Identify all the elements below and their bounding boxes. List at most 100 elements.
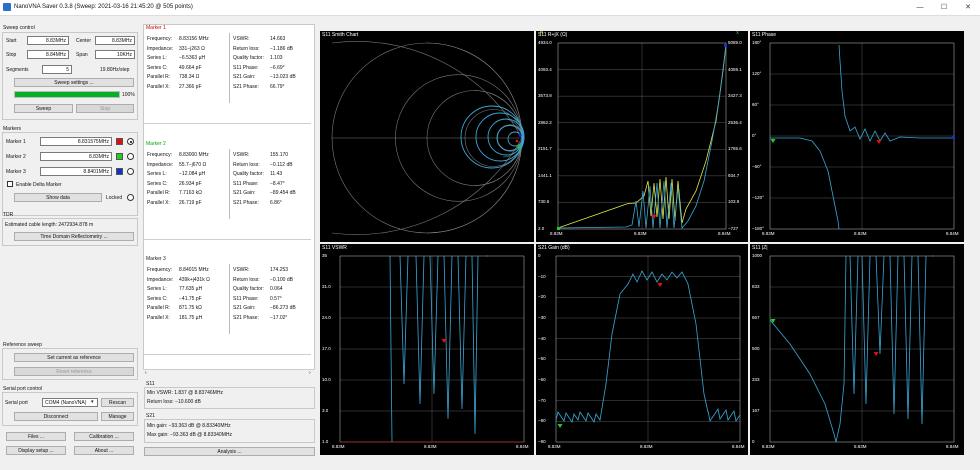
files-button[interactable]: Files ... <box>6 432 66 441</box>
x-axis-tick-label: 8.83M <box>424 444 437 449</box>
control-panel: Sweep control Start 8.83MHz Center 8.83M… <box>0 16 142 470</box>
smith-chart-title: S11 Smith Chart <box>322 32 359 38</box>
marker3-radio[interactable] <box>127 168 134 175</box>
marker-field-value: −6.69° <box>270 64 285 71</box>
marker-data-divider <box>229 149 230 219</box>
start-label: Start <box>6 38 17 44</box>
vswr-marker1 <box>441 339 447 343</box>
marker1-frequency-input[interactable]: 8.831575MHz <box>40 137 112 146</box>
marker-field-label: Series L: <box>147 55 167 61</box>
horizontal-scrollbar[interactable]: ‹ › <box>143 369 315 376</box>
manage-button[interactable]: Manage <box>101 412 134 421</box>
smith-marker1 <box>515 139 519 143</box>
marker1-color-swatch[interactable] <box>116 138 123 145</box>
marker3-frequency-input[interactable]: 8.8401MHz <box>40 167 112 176</box>
sweep-button[interactable]: Sweep <box>14 104 73 113</box>
vswr-plot-canvas <box>339 255 525 443</box>
marker2-frequency-input[interactable]: 8.83MHz <box>40 152 112 161</box>
marker-field-value: 8.84015 MHz <box>179 267 209 273</box>
delta-marker-checkbox[interactable] <box>7 181 13 187</box>
marker-field-value: 8.83000 MHz <box>179 152 209 158</box>
y-axis-tick-label: −50 <box>538 356 546 362</box>
y-axis-tick-label: −20 <box>538 294 546 300</box>
max-gain-readout: Max gain: −93.363 dB @ 8.83340MHz <box>147 432 232 438</box>
analysis-button[interactable]: Analysis ... <box>144 447 315 456</box>
marker-field-value: 7.7163 kΩ <box>179 190 202 196</box>
s21-gain-plot[interactable]: S21 Gain (dB) 0 −10 −20 −30 −40 −50 −60 −70 −80 −… <box>536 244 748 455</box>
marker-field-label: S21 Phase: <box>233 314 259 321</box>
y-axis-tick-label: −30 <box>538 315 546 320</box>
y-axis-tick-label: 10.0 <box>322 377 331 382</box>
sweep-control-title: Sweep control <box>3 25 35 31</box>
marker-field-label: VSWR: <box>233 152 250 158</box>
marker-field-label: Parallel X: <box>147 314 170 321</box>
marker-field-value: 174.253 <box>270 267 289 273</box>
marker-field-label: Frequency: <box>147 152 173 158</box>
window-title: NanoVNA Saver 0.3.8 (Sweep: 2021-03-16 2… <box>14 4 193 10</box>
phase-plot-canvas <box>769 42 955 230</box>
span-input[interactable]: 10KHz <box>95 50 135 59</box>
set-reference-button[interactable]: Set current as reference <box>14 353 134 362</box>
x-axis-tick-label: 8.83M <box>332 444 345 449</box>
marker2-color-swatch[interactable] <box>116 153 123 160</box>
y-axis-tick-label: 120° <box>752 71 762 76</box>
center-label: Center <box>76 38 92 44</box>
s11-z-plot[interactable]: S11 |Z| 1000 833 667 500 333 167 0 8.83M 8.83M 8.… <box>750 244 964 455</box>
display-setup-button[interactable]: Display setup ... <box>6 446 66 455</box>
marker-field-label: Impedance: <box>147 276 174 283</box>
stop-input[interactable]: 8.84MHz <box>27 50 69 59</box>
disconnect-button[interactable]: Disconnect <box>14 412 98 421</box>
reset-reference-button[interactable]: Reset reference <box>14 367 134 376</box>
y-axis-tick-label: 167 <box>752 408 760 413</box>
s11-vswr-plot[interactable]: S11 VSWR 35 31.0 24.0 17.0 10.0 3.0 1.0 8.83M 8.… <box>320 244 534 455</box>
marker3-color-swatch[interactable] <box>116 168 123 175</box>
y-axis-tick-label: 180° <box>752 40 762 45</box>
marker-field-value: 0.064 <box>270 286 283 292</box>
s11-phase-plot[interactable]: S11 Phase 180° 120° 60° 0° −60° −120° −180° 8.8… <box>750 31 964 242</box>
y-axis-tick-label: 2151.7 <box>538 146 552 152</box>
show-data-button[interactable]: Show data <box>14 193 102 202</box>
stop-button[interactable]: Stop <box>76 104 134 113</box>
marker1-radio[interactable] <box>127 138 134 145</box>
maximize-button[interactable]: ☐ <box>940 4 948 11</box>
s11-summary-title: S11 <box>146 381 155 387</box>
smith-chart[interactable]: S11 Smith Chart <box>320 31 534 242</box>
scroll-right-icon: › <box>309 370 311 376</box>
y-axis-tick-label: −180° <box>752 226 764 231</box>
x-axis-tick-label: 8.83M <box>550 231 563 236</box>
locked-radio[interactable] <box>127 194 134 201</box>
sweep-progress-text: 100% <box>122 92 135 98</box>
s11-rx-plot[interactable]: S11 R+jX (Ω) R X 4934.0 4093.4 3573.8 2862.… <box>536 30 748 242</box>
close-button[interactable]: ✕ <box>965 4 971 11</box>
center-input[interactable]: 8.83MHz <box>95 36 135 45</box>
rx-legend-r: R <box>540 30 544 35</box>
marker2-radio[interactable] <box>127 153 134 160</box>
start-input[interactable]: 8.83MHz <box>27 36 69 45</box>
x-axis-tick-label: 8.83M <box>854 444 867 449</box>
locked-label: Locked <box>106 195 123 201</box>
phase-trace <box>770 44 954 230</box>
marker-field-label: Frequency: <box>147 36 173 42</box>
marker-field-value: 14.663 <box>270 36 286 42</box>
segments-input[interactable]: 5 <box>42 65 72 74</box>
reference-title: Reference sweep <box>3 342 42 348</box>
x-axis-tick-label: 8.84M <box>516 444 529 449</box>
about-button[interactable]: About ... <box>74 446 134 455</box>
cable-length-readout: Estimated cable length: 2472934.878 m <box>5 222 94 228</box>
rx-marker3 <box>724 44 727 47</box>
marker-field-value: −13.023 dB <box>270 74 296 80</box>
sweep-settings-button[interactable]: Sweep settings ... <box>14 78 134 87</box>
marker-field-value: 66.79° <box>270 83 285 90</box>
marker-field-value: −0.112 dB <box>270 161 293 168</box>
x-axis-tick-label: 8.84M <box>732 444 745 449</box>
minimize-button[interactable]: — <box>916 4 924 11</box>
calibration-button[interactable]: Calibration ... <box>74 432 134 441</box>
tdr-group <box>2 218 138 246</box>
tdr-button[interactable]: Time Domain Reflectometry ... <box>14 232 134 241</box>
x-axis-tick-label: 8.83M <box>634 231 647 236</box>
rescan-button[interactable]: Rescan <box>101 398 134 407</box>
marker-field-value: −6.5363 µH <box>179 55 206 61</box>
y-axis-tick-label: 4093.4 <box>538 66 552 72</box>
marker1-data-title: Marker 1 <box>146 25 166 31</box>
serial-port-select[interactable]: COM4 (NanoVNA) <box>42 398 98 407</box>
